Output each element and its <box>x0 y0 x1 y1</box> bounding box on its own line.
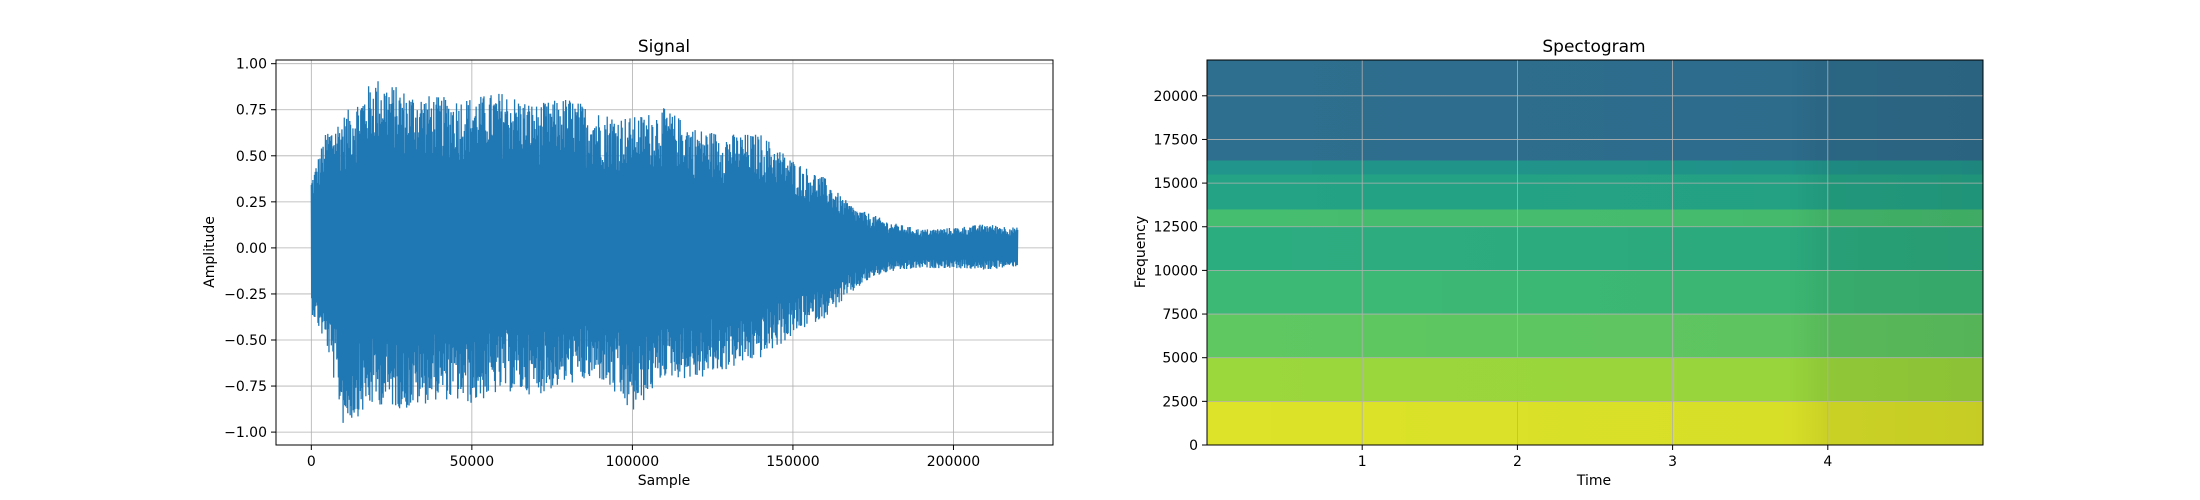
signal-y-tick-label: 0.50 <box>236 149 267 165</box>
spectrogram-y-axis-label: Frequency <box>1133 216 1149 288</box>
signal-x-tick-label: 0 <box>307 454 316 470</box>
signal-x-tick-label: 200000 <box>927 454 980 470</box>
signal-x-ticks: 0 50000 100000 150000 200000 <box>307 445 980 470</box>
spectrogram-x-tick-label: 2 <box>1513 454 1522 470</box>
spectrogram-y-tick-label: 12500 <box>1153 220 1198 236</box>
spectrogram-y-tick-label: 7500 <box>1162 307 1198 323</box>
signal-y-ticks: −1.00 −0.75 −0.50 −0.25 0.00 0.25 0.50 0.75 1.00 <box>224 57 276 441</box>
spectrogram-x-axis-label: Time <box>1576 473 1611 489</box>
signal-x-tick-label: 50000 <box>450 454 495 470</box>
signal-y-tick-label: −0.25 <box>224 287 267 303</box>
signal-y-axis-label: Amplitude <box>202 216 218 288</box>
signal-y-tick-label: 0.00 <box>236 241 267 257</box>
signal-x-tick-label: 100000 <box>606 454 659 470</box>
signal-y-tick-label: −0.75 <box>224 379 267 395</box>
signal-x-tick-label: 150000 <box>766 454 819 470</box>
spectrogram-y-tick-label: 15000 <box>1153 176 1198 192</box>
spectrogram-y-tick-label: 5000 <box>1162 351 1198 367</box>
spectrogram-x-ticks: 1 2 3 4 <box>1358 445 1832 470</box>
spectrogram-y-tick-label: 2500 <box>1162 394 1198 410</box>
signal-chart: Signal 0 50000 100000 150000 200000 −1.00 −0.… <box>202 37 1054 489</box>
spectrogram-y-ticks: 0 2500 5000 7500 10000 12500 15000 17500 20000 <box>1153 89 1207 454</box>
spectrogram-y-tick-label: 10000 <box>1153 263 1198 279</box>
spectrogram-chart-title: Spectogram <box>1542 37 1645 57</box>
signal-x-axis-label: Sample <box>638 473 691 489</box>
signal-plot-frame <box>275 59 1054 446</box>
signal-y-tick-label: −0.50 <box>224 333 267 349</box>
spectrogram-time-shading <box>1207 60 1983 445</box>
spectrogram-x-tick-label: 4 <box>1823 454 1832 470</box>
signal-chart-title: Signal <box>638 37 690 57</box>
signal-y-tick-label: 0.25 <box>236 195 267 211</box>
spectrogram-chart: Spectogram 1 2 3 4 0 2500 5000 7500 10000 12500 1… <box>1133 37 1984 489</box>
spectrogram-plot-frame <box>1206 59 1984 446</box>
signal-y-tick-label: 0.75 <box>236 103 267 119</box>
spectrogram-y-tick-label: 17500 <box>1153 132 1198 148</box>
spectrogram-x-tick-label: 1 <box>1358 454 1367 470</box>
spectrogram-y-tick-label: 20000 <box>1153 89 1198 105</box>
spectrogram-x-tick-label: 3 <box>1668 454 1677 470</box>
signal-y-tick-label: 1.00 <box>236 57 267 73</box>
spectrogram-y-tick-label: 0 <box>1189 438 1198 454</box>
signal-y-tick-label: −1.00 <box>224 425 267 441</box>
signal-series-line <box>310 81 1019 423</box>
